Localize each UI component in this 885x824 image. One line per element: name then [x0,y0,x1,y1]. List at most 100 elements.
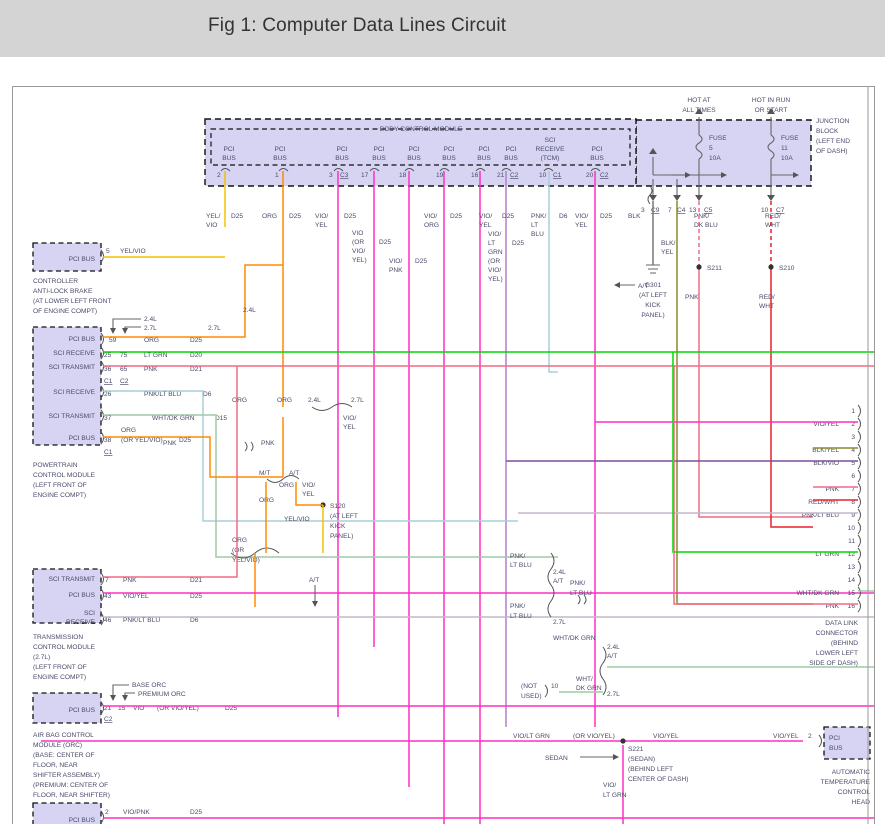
svg-text:SCI RECEIVE: SCI RECEIVE [53,350,95,357]
svg-text:YEL: YEL [302,491,315,498]
svg-text:ENGINE COMPT): ENGINE COMPT) [33,674,86,681]
svg-text:FLOOR, NEAR SHIFTER): FLOOR, NEAR SHIFTER) [33,792,110,799]
svg-text:BUS: BUS [477,155,491,162]
svg-text:WHT/DK GRN: WHT/DK GRN [152,415,195,422]
svg-text:16: 16 [848,603,856,610]
svg-text:2.4L: 2.4L [607,644,620,651]
module-orc: PCI BUS BASE ORC PREMIUM ORC 21 15 VIO (… [32,682,874,799]
svg-text:YEL): YEL) [488,276,503,283]
svg-text:ORG: ORG [279,482,294,489]
page-title: Fig 1: Computer Data Lines Circuit [208,15,507,36]
splice-s221-dot [620,738,626,744]
svg-text:D6: D6 [190,617,199,624]
svg-text:D25: D25 [379,239,391,246]
svg-text:PNK: PNK [123,577,137,584]
svg-text:(AT LEFT: (AT LEFT [330,513,358,520]
svg-text:PNK: PNK [825,486,839,493]
svg-text:LT GRN: LT GRN [603,792,627,799]
svg-text:2: 2 [851,421,855,428]
svg-text:DK GRN: DK GRN [576,685,602,692]
module-abs: PCI BUS 5 YEL/VIO CONTROLLER ANTI-LOCK B… [32,242,225,315]
svg-text:A/T: A/T [289,470,299,477]
svg-text:ANTI-LOCK BRAKE: ANTI-LOCK BRAKE [33,288,93,295]
svg-text:CENTER OF DASH): CENTER OF DASH) [628,776,688,783]
svg-text:WHT: WHT [765,222,780,229]
svg-text:16: 16 [471,172,479,179]
at-annotation-tcm: A/T [309,577,319,584]
svg-text:GRN: GRN [488,249,503,256]
svg-text:PCI BUS: PCI BUS [69,817,96,824]
svg-text:LT: LT [531,222,538,229]
svg-text:SHIFTER ASSEMBLY): SHIFTER ASSEMBLY) [33,772,100,779]
bcm-pin-labels: PCI BUS PCI BUS PCI BUS PCI BUS PCI BUS PCI BU… [222,137,604,162]
svg-text:D6: D6 [559,213,568,220]
svg-text:65: 65 [120,366,128,373]
svg-text:C1: C1 [553,172,562,179]
svg-text:PCI: PCI [224,146,235,153]
svg-text:43: 43 [104,593,112,600]
svg-text:10: 10 [551,683,559,690]
svg-text:(BASE: CENTER OF: (BASE: CENTER OF [33,752,95,759]
bottom-section: VIO/LT GRN (OR VIO/YEL) VIO/YEL VIO/YEL … [41,726,871,824]
svg-text:C2: C2 [104,716,113,723]
svg-text:PNK/LT BLU: PNK/LT BLU [123,617,160,624]
svg-text:RED/WHT: RED/WHT [808,499,839,506]
jb-pin-7: 7 [668,207,672,214]
svg-text:SIDE OF DASH): SIDE OF DASH) [809,660,858,667]
svg-text:BLK/: BLK/ [661,240,675,247]
svg-text:ORG: ORG [144,337,159,344]
svg-text:D21: D21 [190,577,202,584]
bcm-sci-receive-label: SCI [545,137,556,144]
not-used-label: (NOT [521,683,537,690]
dlc-name: DATA LINK [825,620,858,627]
svg-text:5: 5 [851,460,855,467]
svg-text:(LEFT FRONT OF: (LEFT FRONT OF [33,482,87,489]
svg-text:VIO/: VIO/ [575,213,588,220]
svg-text:ORG: ORG [277,397,292,404]
svg-text:PCI BUS: PCI BUS [69,435,96,442]
svg-text:PNK: PNK [389,267,403,274]
svg-text:PCI BUS: PCI BUS [69,592,96,599]
svg-text:ORG: ORG [232,537,247,544]
svg-text:SCI TRANSMIT: SCI TRANSMIT [49,576,95,583]
body-control-module: BODY CONTROL MODULE PCI BUS PCI BUS PCI BUS… [204,118,637,187]
svg-text:BUS: BUS [442,155,456,162]
svg-text:RECEIVE: RECEIVE [536,146,566,153]
svg-text:17: 17 [361,172,369,179]
svg-text:BUS: BUS [335,155,349,162]
svg-text:M/T: M/T [259,470,270,477]
svg-text:MODULE (ORC): MODULE (ORC) [33,742,82,749]
jb-conn-c7: C7 [776,207,785,214]
abs-port-label: PCI BUS [69,256,96,263]
svg-text:VIO/: VIO/ [343,415,356,422]
svg-text:7: 7 [105,577,109,584]
sedan-label: SEDAN [545,755,568,762]
svg-text:ORG: ORG [232,397,247,404]
svg-text:(PREMIUM: CENTER OF: (PREMIUM: CENTER OF [33,782,108,789]
svg-text:D25: D25 [231,213,243,220]
svg-text:D25: D25 [600,213,612,220]
svg-text:8: 8 [851,499,855,506]
svg-text:D25: D25 [450,213,462,220]
svg-text:CONTROL: CONTROL [838,789,871,796]
ground-g301-name: G301 [645,282,661,289]
fuse-5-name: FUSE [709,135,727,142]
svg-text:D15: D15 [215,415,227,422]
svg-text:12: 12 [848,551,856,558]
svg-text:VIO: VIO [352,230,363,237]
svg-text:3: 3 [851,434,855,441]
svg-text:1: 1 [851,408,855,415]
fuse-11-rating: 10A [781,155,793,162]
svg-text:PCI: PCI [444,146,455,153]
svg-text:15: 15 [118,705,126,712]
svg-text:11: 11 [848,538,855,545]
jb-conn-c9: C9 [651,207,660,214]
svg-text:CONTROL MODULE: CONTROL MODULE [33,644,96,651]
svg-text:VIO/: VIO/ [424,213,437,220]
svg-text:2.7L: 2.7L [607,691,620,698]
svg-text:36: 36 [104,366,112,373]
junction-block-label: JUNCTION [816,118,850,125]
svg-text:BUS: BUS [222,155,236,162]
svg-text:C1: C1 [104,449,113,456]
svg-text:WHT: WHT [759,303,774,310]
